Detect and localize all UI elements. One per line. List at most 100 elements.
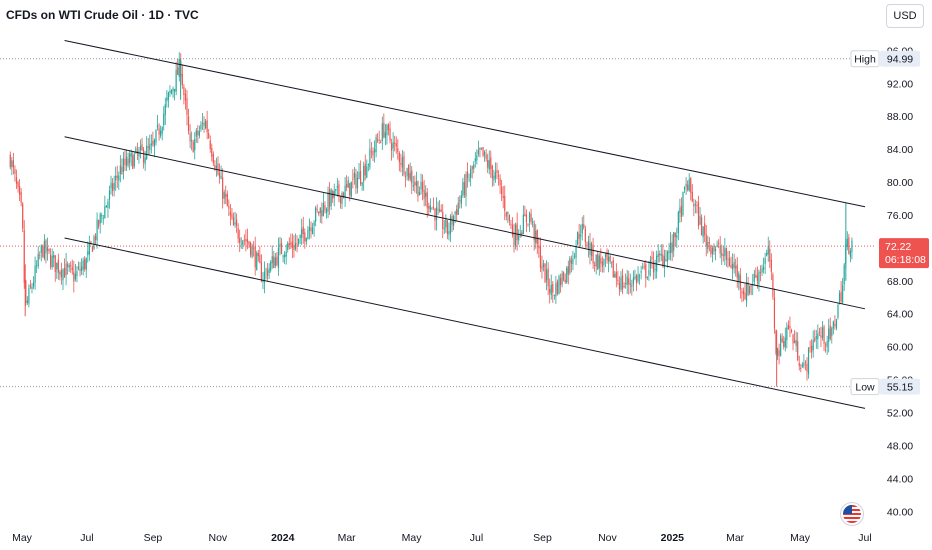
candle-body (679, 207, 681, 214)
candle-body (39, 254, 41, 256)
candle-body (15, 176, 18, 184)
candle-body (149, 144, 151, 151)
candle-body (586, 244, 588, 246)
candle-body (511, 224, 514, 236)
candle-body (474, 158, 476, 162)
candle-body (225, 194, 227, 197)
candle-body (251, 246, 253, 257)
candle-body (220, 176, 222, 179)
candle-body (784, 337, 786, 348)
candle-body (192, 141, 194, 153)
candle-body (51, 255, 53, 268)
x-tick-label: Jul (470, 532, 483, 544)
candle-body (638, 275, 641, 277)
candle-body (604, 254, 607, 257)
candle-body (356, 178, 359, 188)
candle-body (43, 240, 45, 259)
y-tick-label: 80.00 (887, 177, 913, 189)
candle-body (772, 274, 774, 297)
candle-body (231, 214, 233, 218)
current-price-box (879, 238, 929, 269)
candle-body (680, 205, 683, 218)
candle-body (124, 158, 126, 165)
candle-body (74, 273, 76, 280)
candle-body (80, 266, 83, 271)
candle-body (197, 130, 199, 136)
channel-line-upper (64, 40, 866, 208)
candle-body (73, 271, 75, 282)
candle-body (609, 255, 611, 262)
candle-body (612, 260, 614, 278)
candle-body (288, 243, 290, 246)
candle-body (651, 256, 653, 260)
current-price-countdown: 06:18:08 (885, 254, 926, 266)
candle-body (18, 185, 21, 195)
candle-body (60, 270, 63, 278)
candle-body (37, 253, 39, 267)
currency-button[interactable]: USD (886, 4, 924, 28)
candle-body (408, 165, 410, 179)
candle-body (618, 282, 621, 290)
candle-body (347, 180, 349, 188)
low-marker-box (880, 378, 920, 395)
candle-body (659, 253, 661, 256)
candle-body (629, 283, 631, 285)
candle-body (305, 238, 307, 242)
candle-body (398, 152, 400, 163)
candle-body (828, 328, 830, 343)
candle-body (14, 169, 16, 174)
candle-body (294, 243, 297, 250)
candle-body (750, 285, 752, 287)
candle-body (753, 273, 755, 282)
candle-body (632, 277, 634, 285)
candle-body (156, 125, 159, 128)
candle-body (502, 195, 504, 198)
candle-body (404, 176, 407, 178)
candle-body (79, 268, 81, 271)
candle-body (556, 281, 559, 294)
candle-body (144, 157, 146, 165)
candle-body (555, 283, 557, 297)
candle-body (268, 268, 270, 274)
x-tick-label: May (402, 532, 423, 544)
candle-body (28, 288, 30, 304)
candle-body (725, 247, 727, 261)
candle-body (184, 93, 187, 101)
candle-body (705, 234, 707, 247)
candle-body (177, 67, 179, 75)
candle-body (270, 261, 272, 271)
candle-body (471, 166, 473, 170)
high-marker-label: High (854, 54, 876, 66)
candle-body (121, 166, 123, 174)
candle-body (400, 163, 402, 165)
candle-body (273, 256, 275, 269)
candle-body (501, 186, 503, 195)
candle-body (325, 209, 328, 213)
candle-body (204, 121, 207, 129)
candle-body (378, 139, 380, 141)
us-flag-icon[interactable] (840, 502, 864, 526)
candle-body (406, 168, 408, 176)
candle-body (338, 184, 340, 197)
candle-body (611, 261, 613, 263)
candle-body (355, 173, 357, 189)
candle-body (573, 255, 576, 257)
candle-body (758, 271, 760, 284)
candle-body (40, 245, 42, 253)
candle-body (107, 201, 109, 208)
candle-body (564, 279, 566, 283)
candle-body (206, 120, 208, 133)
candle-body (152, 140, 154, 145)
low-marker-value: 55.15 (887, 382, 913, 394)
candle-body (690, 178, 692, 193)
candle-body (693, 203, 695, 207)
candle-body (645, 264, 647, 279)
candle-body (160, 130, 162, 136)
candle-body (496, 169, 498, 174)
candle-body (386, 125, 388, 136)
candle-body (652, 261, 655, 273)
candle-body (248, 241, 250, 245)
candle-body (412, 184, 414, 187)
candle-body (795, 339, 797, 346)
